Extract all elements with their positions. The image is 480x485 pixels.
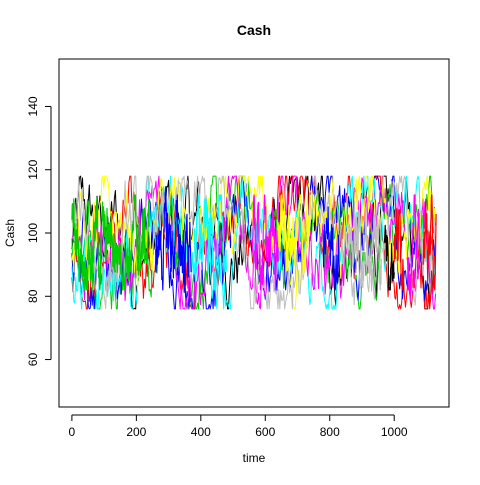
- series-segment: [322, 206, 340, 291]
- x-axis-label: time: [243, 451, 266, 465]
- y-tick-label: 80: [26, 289, 40, 303]
- y-axis: 60 80 100 120 140: [26, 96, 52, 367]
- series-segment: [277, 194, 311, 276]
- series-segment: [155, 194, 192, 291]
- chart-title: Cash: [237, 22, 271, 38]
- series-segment: [103, 194, 150, 291]
- series-segment: [422, 194, 437, 291]
- series-segment: [406, 194, 421, 291]
- series-segment: [251, 194, 279, 291]
- x-tick-label: 0: [69, 425, 76, 439]
- y-tick-label: 140: [26, 96, 40, 116]
- series-segment: [393, 208, 405, 291]
- x-axis: 0 200 400 600 800 1000: [69, 414, 408, 439]
- series-segment: [193, 194, 228, 291]
- y-tick-label: 60: [26, 353, 40, 367]
- y-tick-label: 100: [26, 223, 40, 243]
- series-layer: [71, 175, 437, 310]
- series-segment: [383, 224, 395, 291]
- series-segment: [348, 200, 382, 291]
- x-tick-label: 1000: [381, 425, 408, 439]
- plot-frame: [58, 58, 450, 408]
- y-tick-label: 120: [26, 159, 40, 179]
- x-tick-label: 600: [255, 425, 275, 439]
- x-tick-label: 200: [126, 425, 146, 439]
- y-axis-label: Cash: [3, 219, 17, 247]
- series-segment: [71, 197, 105, 291]
- x-tick-label: 800: [320, 425, 340, 439]
- x-tick-label: 400: [191, 425, 211, 439]
- series-line: [71, 175, 436, 310]
